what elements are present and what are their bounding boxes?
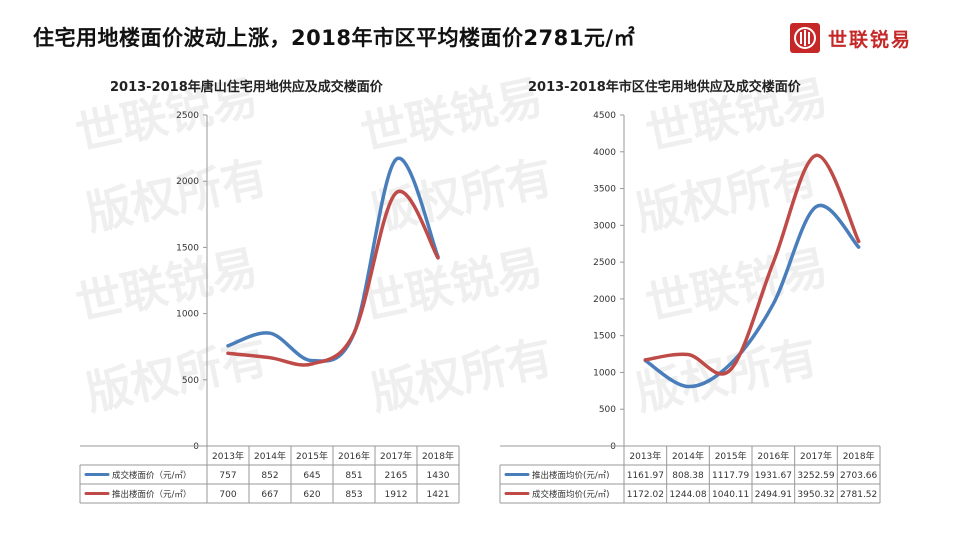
x-category-label: 2015年 [715, 450, 747, 462]
table-cell-value: 1172.02 [627, 490, 664, 500]
y-tick-label: 4500 [593, 111, 616, 121]
x-category-label: 2013年 [212, 450, 244, 462]
series-line [643, 203, 861, 389]
y-tick-label: 0 [610, 442, 616, 452]
watermark-text: 版权所有 [81, 330, 272, 421]
chart2: 0 500 1000 1500 2000 2500 3000 3500 4000 4500 2013… [499, 111, 881, 504]
x-category-label: 2018年 [422, 450, 454, 462]
logo-mark-icon [790, 23, 820, 53]
y-tick-label: 1500 [593, 332, 616, 342]
watermark-text: 世联锐易 [641, 70, 832, 161]
y-tick-label: 2000 [176, 177, 199, 187]
x-category-label: 2016年 [338, 450, 370, 462]
watermark-text: 世联锐易 [71, 70, 262, 161]
series-line [226, 189, 440, 367]
page-headline: 住宅用地楼面价波动上涨，2018年市区平均楼面价2781元/㎡ [33, 26, 636, 50]
y-tick-label: 2000 [593, 295, 616, 305]
legend-series-name: 成交楼面均价(元/㎡) [532, 489, 610, 500]
y-tick-label: 1500 [176, 243, 199, 253]
chart1-title: 2013-2018年唐山住宅用地供应及成交楼面价 [110, 80, 383, 95]
y-tick-label: 2500 [593, 258, 616, 268]
table-cell-value: 851 [345, 471, 362, 481]
table-cell-value: 620 [303, 490, 320, 500]
table-cell-value: 2494.91 [755, 490, 792, 500]
brand-logo: 世联锐易 [790, 18, 912, 58]
table-cell-value: 853 [345, 490, 362, 500]
table-cell-value: 1117.79 [712, 471, 749, 481]
watermark-text: 世联锐易 [356, 70, 547, 161]
table-cell-value: 3950.32 [797, 490, 834, 500]
table-cell-value: 2703.66 [840, 471, 877, 481]
table-cell-value: 1430 [427, 471, 450, 481]
y-tick-label: 3000 [593, 221, 616, 231]
series-line [643, 153, 861, 376]
y-tick-label: 500 [182, 376, 199, 386]
x-category-label: 2015年 [296, 450, 328, 462]
brand-name: 世联锐易 [828, 28, 913, 51]
y-tick-label: 0 [193, 442, 199, 452]
x-category-label: 2017年 [380, 450, 412, 462]
table-cell-value: 700 [219, 490, 236, 500]
table-cell-value: 757 [219, 471, 236, 481]
legend-series-name: 推出楼面均价(元/㎡) [532, 470, 610, 481]
watermark-text: 版权所有 [81, 150, 272, 241]
table-cell-value: 1421 [427, 490, 450, 500]
y-tick-label: 2500 [176, 111, 199, 121]
watermark-text: 世联锐易 [71, 240, 262, 331]
y-tick-label: 1000 [593, 368, 616, 378]
table-cell-value: 1161.97 [627, 471, 664, 481]
chart1: 0 500 1000 1500 2000 2500 2013年 2014年 2015年 2016年… [79, 111, 460, 504]
table-cell-value: 852 [261, 471, 278, 481]
chart2-title: 2013-2018年市区住宅用地供应及成交楼面价 [528, 80, 801, 95]
table-cell-value: 1040.11 [712, 490, 749, 500]
table-cell-value: 1912 [385, 490, 408, 500]
watermark-text: 世联锐易 [356, 240, 547, 331]
y-tick-label: 3500 [593, 185, 616, 195]
x-category-label: 2014年 [254, 450, 286, 462]
table-cell-value: 645 [303, 471, 320, 481]
table-cell-value: 808.38 [672, 471, 704, 481]
watermark-text: 版权所有 [631, 330, 822, 421]
legend-series-name: 成交楼面价（元/㎡） [112, 470, 191, 481]
table-cell-value: 1931.67 [755, 471, 792, 481]
x-category-label: 2014年 [672, 450, 704, 462]
y-tick-label: 1000 [176, 310, 199, 320]
x-category-label: 2016年 [757, 450, 789, 462]
legend-series-name: 推出楼面价（元/㎡） [112, 489, 191, 500]
watermark-text: 世联锐易 [641, 240, 832, 331]
table-cell-value: 2165 [385, 471, 408, 481]
table-cell-value: 3252.59 [797, 471, 834, 481]
x-category-label: 2018年 [843, 450, 875, 462]
table-cell-value: 667 [261, 490, 278, 500]
y-tick-label: 500 [599, 405, 616, 415]
table-cell-value: 2781.52 [840, 490, 877, 500]
x-category-label: 2013年 [629, 450, 661, 462]
table-cell-value: 1244.08 [669, 490, 706, 500]
y-tick-label: 4000 [593, 148, 616, 158]
x-category-label: 2017年 [800, 450, 832, 462]
watermark-text: 版权所有 [366, 330, 557, 421]
